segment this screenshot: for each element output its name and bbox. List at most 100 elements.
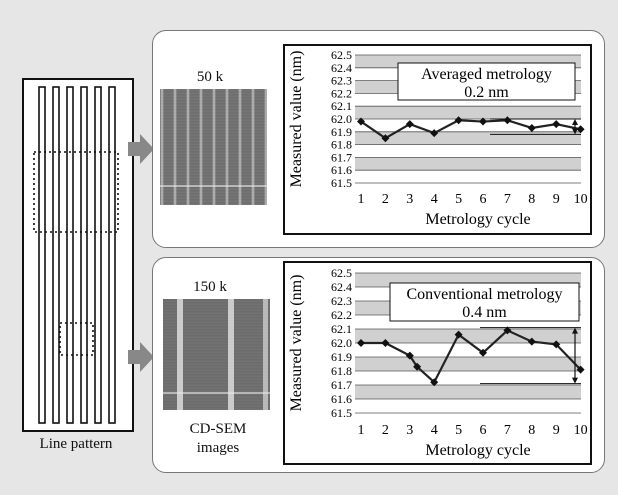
x-tick-label: 9 [553,192,560,207]
data-point [576,125,585,134]
pattern-line-5 [94,86,102,424]
annotation-title: Conventional metrology [407,286,563,303]
data-point [552,120,561,129]
y-tick-label: 61.6 [331,163,352,177]
data-point [405,351,414,360]
arrow-right-icon [128,342,154,372]
y-tick-label: 62.2 [331,308,352,322]
y-tick-label: 61.7 [331,150,352,164]
grid-band [355,106,581,119]
x-tick-label: 4 [431,423,438,438]
top-chart-svg: 61.561.661.761.861.962.062.162.262.362.4… [288,48,588,228]
grid-band [355,157,581,171]
y-tick-label: 62.3 [331,74,352,88]
x-tick-label: 5 [455,423,462,438]
grid-band [355,329,581,343]
grid-band [355,131,581,145]
data-point [357,339,365,347]
y-tick-label: 62.5 [331,48,352,62]
x-tick-label: 2 [382,192,389,207]
data-point [405,120,414,129]
data-point [381,134,390,143]
data-point [503,116,512,125]
y-tick-label: 62.4 [331,61,352,75]
range-arrow-head-up [572,327,578,334]
y-axis-label: Measured value (nm) [288,51,305,188]
annotation-box [397,62,576,101]
y-tick-label: 62.5 [331,266,352,280]
x-tick-label: 8 [528,192,535,207]
data-point [576,365,585,374]
grid-band [355,357,581,371]
x-tick-label: 1 [358,423,365,438]
x-tick-label: 10 [574,192,588,207]
annotation-box [389,282,580,322]
data-point [454,330,463,339]
y-tick-label: 62.0 [331,112,352,126]
data-point [479,117,487,126]
sem-image-150k-line-1 [177,299,183,410]
data-point [381,339,390,347]
sem-image-50k-bottom-edge [160,185,267,187]
sem-caption-line1: CD-SEM [189,421,247,437]
range-arrow-head-down [572,128,578,135]
series-line [360,119,581,140]
y-tick-label: 62.1 [331,322,352,336]
x-tick-label: 7 [504,423,511,438]
region-150k-marker [59,322,94,356]
data-point [454,116,463,125]
y-tick-label: 61.8 [331,364,352,378]
x-tick-label: 10 [574,423,588,438]
y-tick-label: 62.0 [331,336,352,350]
data-point [479,348,487,357]
range-arrow-head-down [572,377,578,384]
data-point [527,123,536,132]
line-pattern-box [22,78,134,432]
top-chart: 61.5 61.6 61.7 61.8 61.9 62.0 62.1 62.2 62.3 62.4… [283,44,592,235]
y-tick-label: 61.5 [331,176,352,190]
sem-image-150k-line-2 [228,299,234,410]
y-tick-label: 62.2 [331,86,352,100]
data-point [430,378,439,387]
x-axis-label: Metrology cycle [425,442,530,459]
x-tick-label: 6 [480,423,487,438]
sem-caption: CD-SEM images [158,420,278,458]
annotation-title: Averaged metrology [421,66,552,83]
x-tick-label: 3 [406,192,413,207]
pattern-line-2 [52,86,60,424]
bottom-chart-svg: 61.561.661.761.861.962.062.162.262.362.4… [288,266,588,459]
data-point [552,340,561,349]
bottom-chart: 61.5 61.6 61.7 61.8 61.9 62.0 62.1 62.2 62.3 62.4… [283,261,592,465]
x-tick-label: 4 [431,192,438,207]
y-tick-label: 61.6 [331,392,352,406]
y-tick-label: 62.1 [331,99,352,113]
x-axis-label: Metrology cycle [425,211,530,228]
range-arrow-head-up [572,119,578,125]
x-tick-label: 3 [406,423,413,438]
y-tick-label: 61.5 [331,406,352,420]
arrow-right-icon [128,134,154,164]
y-tick-label: 62.3 [331,294,352,308]
x-tick-label: 7 [504,192,511,207]
sem-magnification-150k: 150 k [193,279,227,295]
sem-caption-line2: images [196,440,240,456]
data-point [430,129,439,138]
line-pattern-drawing [33,86,119,424]
data-point [503,326,512,335]
data-point [357,117,365,126]
sem-image-150k-bottom-edge [163,392,270,394]
annotation-value: 0.2 nm [464,84,509,101]
y-tick-label: 62.4 [331,280,352,294]
line-pattern-caption: Line pattern [39,436,113,452]
x-tick-label: 5 [455,192,462,207]
region-50k-marker [33,151,119,233]
sem-image-150k-line-3 [263,299,268,410]
x-tick-label: 8 [528,423,535,438]
y-tick-label: 61.8 [331,138,352,152]
x-tick-label: 1 [358,192,365,207]
data-point [413,362,422,371]
pattern-line-1 [38,86,46,424]
y-tick-label: 61.9 [331,125,352,139]
x-tick-label: 9 [553,423,560,438]
y-tick-label: 61.7 [331,378,352,392]
